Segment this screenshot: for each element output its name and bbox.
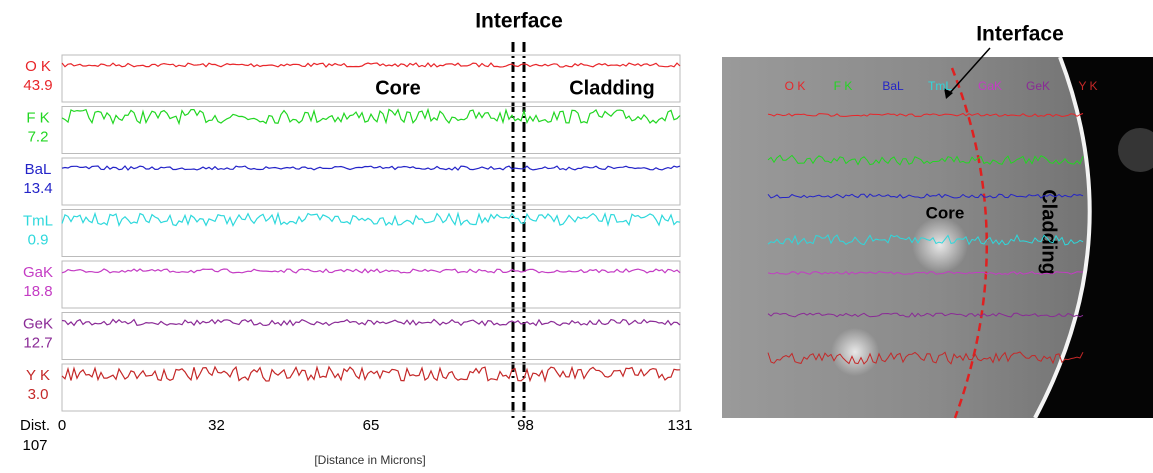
cladding-label: Cladding <box>1038 189 1060 275</box>
trace <box>767 112 1084 118</box>
channel-value: 18.8 <box>23 283 52 300</box>
channel-name: Y K <box>26 367 50 384</box>
trace <box>61 107 681 126</box>
x-tick-label: 0 <box>58 417 66 434</box>
trace-box <box>61 209 681 257</box>
interface-label: Interface <box>475 10 563 33</box>
trace-box <box>61 157 681 206</box>
cladding-label: Cladding <box>569 77 655 99</box>
channel-name: BaL <box>25 161 52 178</box>
trace <box>61 62 681 68</box>
x-tick-label: 98 <box>517 417 534 434</box>
trace <box>61 318 681 327</box>
dist-value: 107 <box>22 437 47 454</box>
x-axis-label: [Distance in Microns] <box>314 453 425 467</box>
trace <box>767 193 1084 199</box>
element-label: GeK <box>1026 79 1050 93</box>
channel-name: GeK <box>23 315 53 332</box>
trace-box <box>61 312 681 360</box>
trace <box>767 270 1083 276</box>
dist-label: Dist. <box>20 417 50 434</box>
channel-value: 12.7 <box>23 334 52 351</box>
x-tick-label: 131 <box>667 417 692 434</box>
trace <box>767 233 1084 246</box>
spot <box>831 328 879 376</box>
trace <box>767 351 1084 365</box>
arrow-head <box>944 88 953 99</box>
glare <box>1118 128 1153 172</box>
core-label: Core <box>926 203 965 222</box>
micrograph-panel: Interface Core Cladding O K F K BaL TmL GaK G… <box>722 23 1153 419</box>
trace-box <box>61 106 681 154</box>
interface-label: Interface <box>976 23 1064 46</box>
cladding-edge <box>1033 56 1092 419</box>
trace <box>61 365 681 383</box>
channel-name: TmL <box>23 212 53 229</box>
element-label: F K <box>834 79 853 93</box>
channel-name: GaK <box>23 264 53 281</box>
trace <box>767 154 1084 166</box>
x-tick-label: 65 <box>363 417 380 434</box>
channel-value: 3.0 <box>28 386 49 403</box>
channel-value: 43.9 <box>23 77 52 94</box>
spot <box>912 217 968 273</box>
element-label: BaL <box>882 79 904 93</box>
trace <box>61 268 681 274</box>
trace <box>61 211 681 228</box>
channel-value: 0.9 <box>28 231 49 248</box>
trace-box <box>61 363 681 412</box>
element-label: GaK <box>978 79 1002 93</box>
channel-value: 13.4 <box>23 180 52 197</box>
channel-value: 7.2 <box>28 128 49 145</box>
arrow <box>947 47 991 96</box>
channel-name: F K <box>26 109 49 126</box>
trace-box <box>61 260 681 309</box>
channel-name: O K <box>25 58 51 75</box>
x-tick-label: 32 <box>208 417 225 434</box>
trace <box>767 312 1084 318</box>
element-label: O K <box>785 79 806 93</box>
core-label: Core <box>375 77 421 99</box>
line-scan-panel: Interface Core Cladding Dist. 107 [Dista… <box>20 10 693 468</box>
trace-box <box>61 54 681 103</box>
element-label: Y K <box>1078 79 1097 93</box>
element-label: TmL <box>928 79 952 93</box>
trace <box>61 165 681 171</box>
